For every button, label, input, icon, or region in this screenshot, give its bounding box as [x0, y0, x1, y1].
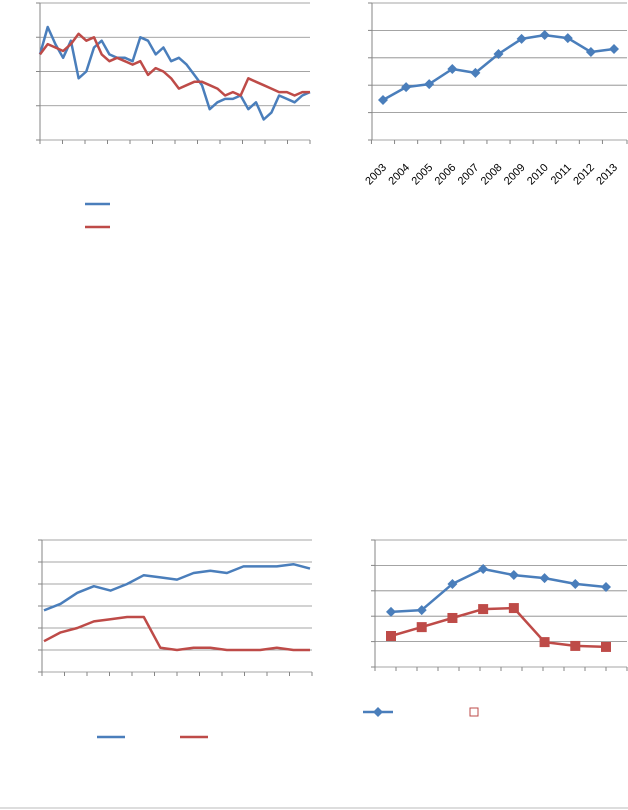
series-line: [390, 567, 607, 614]
point-marker: [401, 82, 412, 93]
series-line: [38, 32, 310, 97]
x-tick-label: 2008: [479, 162, 505, 188]
point-marker: [416, 622, 427, 633]
point-marker: [516, 33, 527, 44]
point-marker: [386, 631, 396, 642]
point-marker: [478, 563, 489, 574]
point-marker: [378, 94, 388, 105]
point-marker: [447, 64, 458, 75]
point-marker: [493, 48, 504, 59]
point-marker: [508, 603, 519, 614]
legend-symbol: [469, 707, 479, 717]
series-line: [390, 606, 607, 649]
x-tick-label: 2007: [456, 162, 482, 188]
point-marker: [373, 707, 383, 717]
series-line: [382, 33, 615, 102]
point-marker: [570, 578, 581, 589]
point-marker: [539, 30, 550, 41]
point-marker: [447, 578, 458, 589]
point-marker: [478, 604, 489, 615]
x-tick-label: 2006: [433, 162, 459, 188]
point-marker: [424, 79, 435, 90]
x-tick-label: 2005: [410, 162, 436, 188]
point-marker: [601, 641, 611, 652]
point-marker: [585, 47, 596, 58]
x-tick-label: 2009: [502, 162, 528, 188]
x-tick-label: 2003: [363, 162, 389, 188]
x-tick-label: 2012: [571, 162, 597, 188]
point-marker: [570, 640, 581, 651]
point-marker: [447, 612, 458, 623]
x-tick-label: 2011: [549, 162, 574, 187]
point-marker: [386, 606, 396, 617]
series-line: [43, 615, 310, 652]
x-tick-label: 2010: [525, 162, 551, 188]
point-marker: [539, 637, 550, 648]
point-marker: [609, 44, 619, 55]
point-marker: [539, 573, 550, 584]
point-marker: [416, 605, 427, 616]
point-marker: [601, 581, 611, 592]
point-marker: [508, 570, 519, 581]
x-tick-label: 2013: [594, 162, 620, 188]
point-marker: [562, 33, 573, 44]
x-tick-label: 2004: [386, 162, 412, 188]
point-marker: [470, 67, 481, 78]
series-line: [38, 25, 311, 121]
series-line: [43, 562, 311, 612]
